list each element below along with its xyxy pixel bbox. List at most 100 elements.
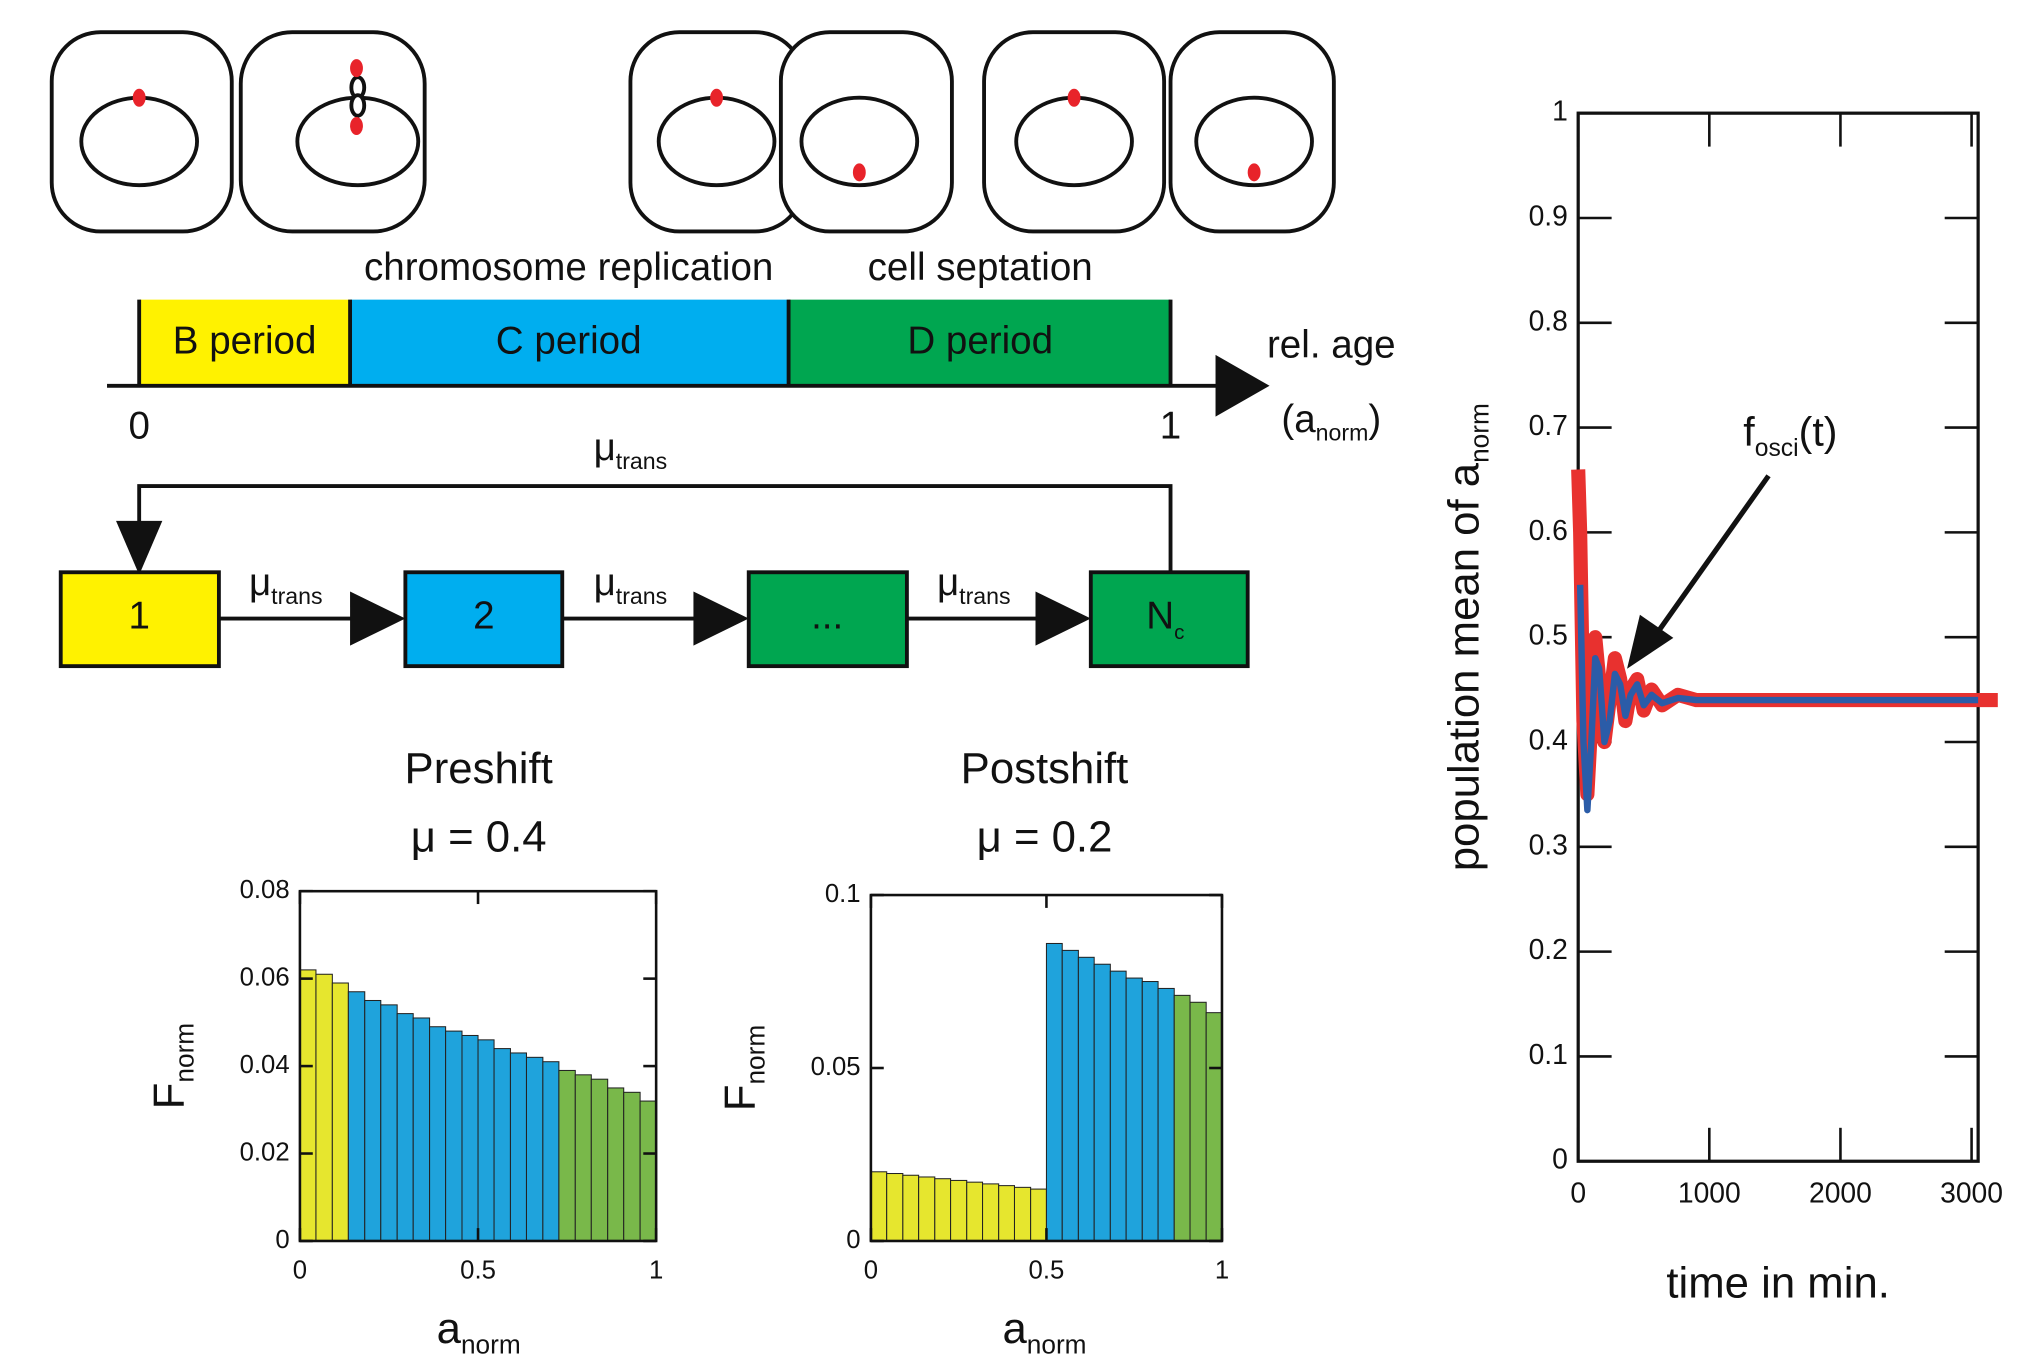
y-tick-label: 0.4 <box>1529 723 1568 755</box>
bar <box>364 999 382 1242</box>
stage-label: Nc <box>1146 595 1184 645</box>
y-tick-label: 0.2 <box>1529 933 1568 965</box>
bar <box>1109 970 1127 1242</box>
annotation: fosci(t) <box>1743 409 1837 462</box>
bar <box>347 991 366 1242</box>
bar <box>380 1004 398 1242</box>
y-tick-label: 0.7 <box>1529 409 1568 441</box>
chart-title: Preshift <box>405 744 553 793</box>
bar <box>396 1013 414 1242</box>
label-sub: norm <box>461 1329 521 1359</box>
label-sub: trans <box>271 583 322 609</box>
bar <box>870 1171 888 1242</box>
origin <box>1247 163 1261 182</box>
x-tick-label: 0 <box>864 1257 878 1285</box>
x-tick-label: 0 <box>1570 1177 1586 1209</box>
origin <box>710 88 724 107</box>
arrowheads <box>116 520 1091 646</box>
chart-subtitle: μ = 0.4 <box>411 812 547 861</box>
stage-box <box>58 570 221 669</box>
bar <box>429 1026 447 1242</box>
label-base: population mean of a <box>1439 462 1488 871</box>
label-base: μ <box>937 561 959 604</box>
x-tick-label: 0 <box>293 1257 307 1285</box>
y-tick-label: 0.05 <box>811 1053 861 1081</box>
y-tick-label: 0.1 <box>825 880 861 908</box>
stage-boxes <box>58 570 1250 669</box>
transition-label: μtrans <box>594 426 668 474</box>
bar <box>934 1178 952 1242</box>
bar <box>1093 963 1111 1242</box>
y-tick-label: 0.3 <box>1529 828 1568 860</box>
replication-fork <box>349 93 367 118</box>
label-base: a <box>437 1304 462 1353</box>
label-base: ) <box>1368 398 1381 441</box>
y-tick-label: 0.8 <box>1529 304 1568 336</box>
y-tick-label: 0.06 <box>240 963 290 991</box>
bar <box>461 1034 479 1242</box>
bar <box>607 1087 625 1242</box>
x-tick-label: 0.5 <box>460 1257 496 1285</box>
label-base: f <box>1743 409 1755 455</box>
bar <box>639 1100 657 1242</box>
age-tick: 1 <box>1160 404 1181 447</box>
bar <box>1173 994 1191 1242</box>
label-base: μ <box>594 561 616 604</box>
chromosome <box>799 95 920 188</box>
stage-label: ... <box>811 595 843 638</box>
bar <box>1205 1012 1223 1242</box>
y-tick-label: 0 <box>1552 1143 1568 1175</box>
bar <box>1189 1001 1207 1242</box>
chart-subtitle: μ = 0.2 <box>977 812 1113 861</box>
bar <box>966 1181 984 1242</box>
x-axis-label: anorm <box>1002 1304 1086 1360</box>
bar <box>1141 981 1159 1242</box>
phase-label: chromosome replication <box>364 246 773 289</box>
label-sub: trans <box>616 448 667 474</box>
arrowhead <box>116 520 163 575</box>
chart-title: Postshift <box>961 744 1129 793</box>
bar <box>998 1185 1016 1242</box>
y-axis-label: Fnorm <box>715 1025 771 1111</box>
bar <box>886 1173 904 1242</box>
label-sub: norm <box>741 1025 771 1085</box>
x-tick-label: 1 <box>1215 1257 1229 1285</box>
x-tick-label: 0.5 <box>1029 1257 1065 1285</box>
origin <box>350 117 363 136</box>
period-block <box>788 299 1171 386</box>
axis-label: (anorm) <box>1281 398 1381 446</box>
series-line <box>1576 584 1979 814</box>
label-base: N <box>1146 595 1174 638</box>
label-base: μ <box>594 426 616 469</box>
x-tick-label: 3000 <box>1940 1177 2003 1209</box>
transition-label: μtrans <box>249 561 323 609</box>
origins <box>132 59 1261 182</box>
y-tick-label: 0.02 <box>240 1138 290 1166</box>
bar <box>1013 1186 1032 1242</box>
transition-label: μtrans <box>594 561 668 609</box>
label-sub: c <box>1174 621 1184 644</box>
origin <box>1067 88 1081 107</box>
loop-line <box>137 484 1173 573</box>
bar <box>558 1069 576 1242</box>
period-label: C period <box>496 320 642 363</box>
cells <box>49 30 1336 234</box>
stage-box <box>746 570 909 669</box>
label-sub: trans <box>616 583 667 609</box>
arrowhead <box>1215 354 1270 417</box>
bar <box>299 969 317 1242</box>
bar <box>1061 949 1079 1242</box>
bar <box>493 1048 511 1242</box>
y-tick-label: 0.6 <box>1529 514 1568 546</box>
arrowhead <box>350 591 406 646</box>
bar <box>542 1061 560 1242</box>
x-tick-label: 1 <box>649 1257 663 1285</box>
phase-label: cell septation <box>868 246 1093 289</box>
bar <box>509 1052 527 1242</box>
y-tick-label: 0.04 <box>240 1051 290 1079</box>
stage-box <box>403 570 565 669</box>
bar <box>1030 1188 1047 1242</box>
y-tick-label: 1 <box>1552 95 1568 127</box>
bar <box>1077 956 1095 1242</box>
